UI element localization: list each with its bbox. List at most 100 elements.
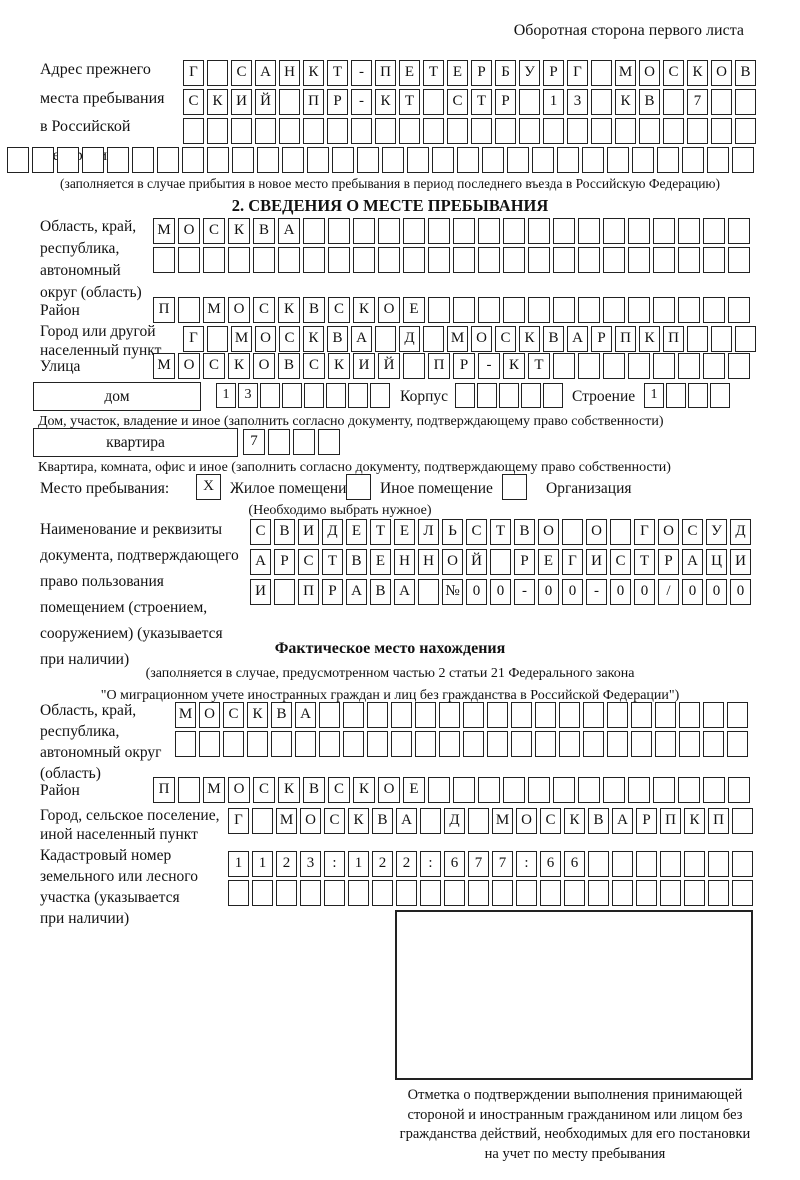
char-cell: К bbox=[207, 89, 228, 115]
char-cell: 1 bbox=[228, 851, 249, 877]
char-cell bbox=[631, 702, 652, 728]
char-cell: Е bbox=[370, 549, 391, 575]
char-cell bbox=[532, 147, 554, 173]
char-cell: : bbox=[324, 851, 345, 877]
region-label: Область, край, республика, автономный ок… bbox=[40, 218, 142, 301]
char-cell: 0 bbox=[706, 579, 727, 605]
char-cell bbox=[183, 118, 204, 144]
char-cell bbox=[503, 218, 525, 244]
char-cell bbox=[628, 247, 650, 273]
char-cell bbox=[703, 353, 725, 379]
other-premises-label: Иное помещение bbox=[380, 480, 493, 497]
char-cell: М bbox=[231, 326, 252, 352]
char-cell bbox=[535, 702, 556, 728]
stay-type-note: (Необходимо выбрать нужное) bbox=[248, 503, 432, 518]
char-cell: 3 bbox=[238, 383, 258, 408]
char-cell: Н bbox=[394, 549, 415, 575]
char-cell: С bbox=[279, 326, 300, 352]
char-cell bbox=[528, 247, 550, 273]
char-cell: К bbox=[564, 808, 585, 834]
char-cell: И bbox=[298, 519, 319, 545]
district-label: Район bbox=[40, 302, 80, 319]
page-side-title: Оборотная сторона первого листа bbox=[513, 22, 744, 39]
char-cell bbox=[453, 297, 475, 323]
char-cell bbox=[223, 731, 244, 757]
char-cell: Е bbox=[447, 60, 468, 86]
char-cell bbox=[463, 731, 484, 757]
char-cell bbox=[653, 218, 675, 244]
char-cell: Р bbox=[274, 549, 295, 575]
char-cell bbox=[710, 383, 730, 408]
char-cell bbox=[636, 851, 657, 877]
char-cell: К bbox=[687, 60, 708, 86]
char-cell: Р bbox=[658, 549, 679, 575]
char-cell bbox=[396, 880, 417, 906]
char-cell bbox=[612, 880, 633, 906]
char-cell: О bbox=[639, 60, 660, 86]
char-cell: И bbox=[730, 549, 751, 575]
char-cell: П bbox=[153, 777, 175, 803]
char-cell bbox=[326, 383, 346, 408]
char-cell bbox=[728, 247, 750, 273]
char-cell bbox=[553, 353, 575, 379]
apartment-note: Квартира, комната, офис и иное (заполнит… bbox=[38, 460, 671, 475]
char-cell bbox=[353, 247, 375, 273]
char-cell: П bbox=[303, 89, 324, 115]
char-cell: А bbox=[351, 326, 372, 352]
char-cell bbox=[591, 118, 612, 144]
char-cell: Г bbox=[183, 326, 204, 352]
char-cell bbox=[553, 297, 575, 323]
checkbox-organization bbox=[502, 474, 527, 500]
char-cell: С bbox=[466, 519, 487, 545]
char-cell bbox=[457, 147, 479, 173]
char-cell bbox=[276, 880, 297, 906]
char-cell bbox=[32, 147, 54, 173]
char-cell: П bbox=[708, 808, 729, 834]
char-cell bbox=[711, 118, 732, 144]
char-cell bbox=[463, 702, 484, 728]
section2-header: 2. СВЕДЕНИЯ О МЕСТЕ ПРЕБЫВАНИЯ bbox=[231, 196, 549, 215]
char-cell bbox=[679, 702, 700, 728]
cadastral-cells-row-2 bbox=[228, 880, 756, 906]
char-cell: У bbox=[706, 519, 727, 545]
char-cell: П bbox=[153, 297, 175, 323]
char-cell bbox=[603, 353, 625, 379]
char-cell: 3 bbox=[300, 851, 321, 877]
char-cell bbox=[591, 89, 612, 115]
char-cell: О bbox=[711, 60, 732, 86]
char-cell bbox=[420, 880, 441, 906]
char-cell bbox=[304, 383, 324, 408]
char-cell: А bbox=[255, 60, 276, 86]
char-cell bbox=[257, 147, 279, 173]
char-cell bbox=[495, 118, 516, 144]
char-cell bbox=[679, 731, 700, 757]
char-cell bbox=[519, 118, 540, 144]
char-cell bbox=[203, 247, 225, 273]
char-cell bbox=[487, 702, 508, 728]
char-cell: Г bbox=[634, 519, 655, 545]
char-cell bbox=[278, 247, 300, 273]
char-cell: Е bbox=[394, 519, 415, 545]
char-cell bbox=[268, 429, 290, 455]
char-cell: 0 bbox=[490, 579, 511, 605]
char-cell bbox=[157, 147, 179, 173]
char-cell: Н bbox=[279, 60, 300, 86]
char-cell bbox=[603, 247, 625, 273]
char-cell: А bbox=[612, 808, 633, 834]
char-cell: М bbox=[153, 353, 175, 379]
char-cell bbox=[688, 383, 708, 408]
char-cell bbox=[403, 247, 425, 273]
cadastral-label: Кадастровый номер земельного или лесного… bbox=[40, 847, 198, 927]
char-cell bbox=[631, 731, 652, 757]
char-cell bbox=[375, 326, 396, 352]
char-cell bbox=[487, 731, 508, 757]
char-cell bbox=[57, 147, 79, 173]
char-cell bbox=[403, 353, 425, 379]
char-cell bbox=[503, 247, 525, 273]
char-cell: С bbox=[324, 808, 345, 834]
